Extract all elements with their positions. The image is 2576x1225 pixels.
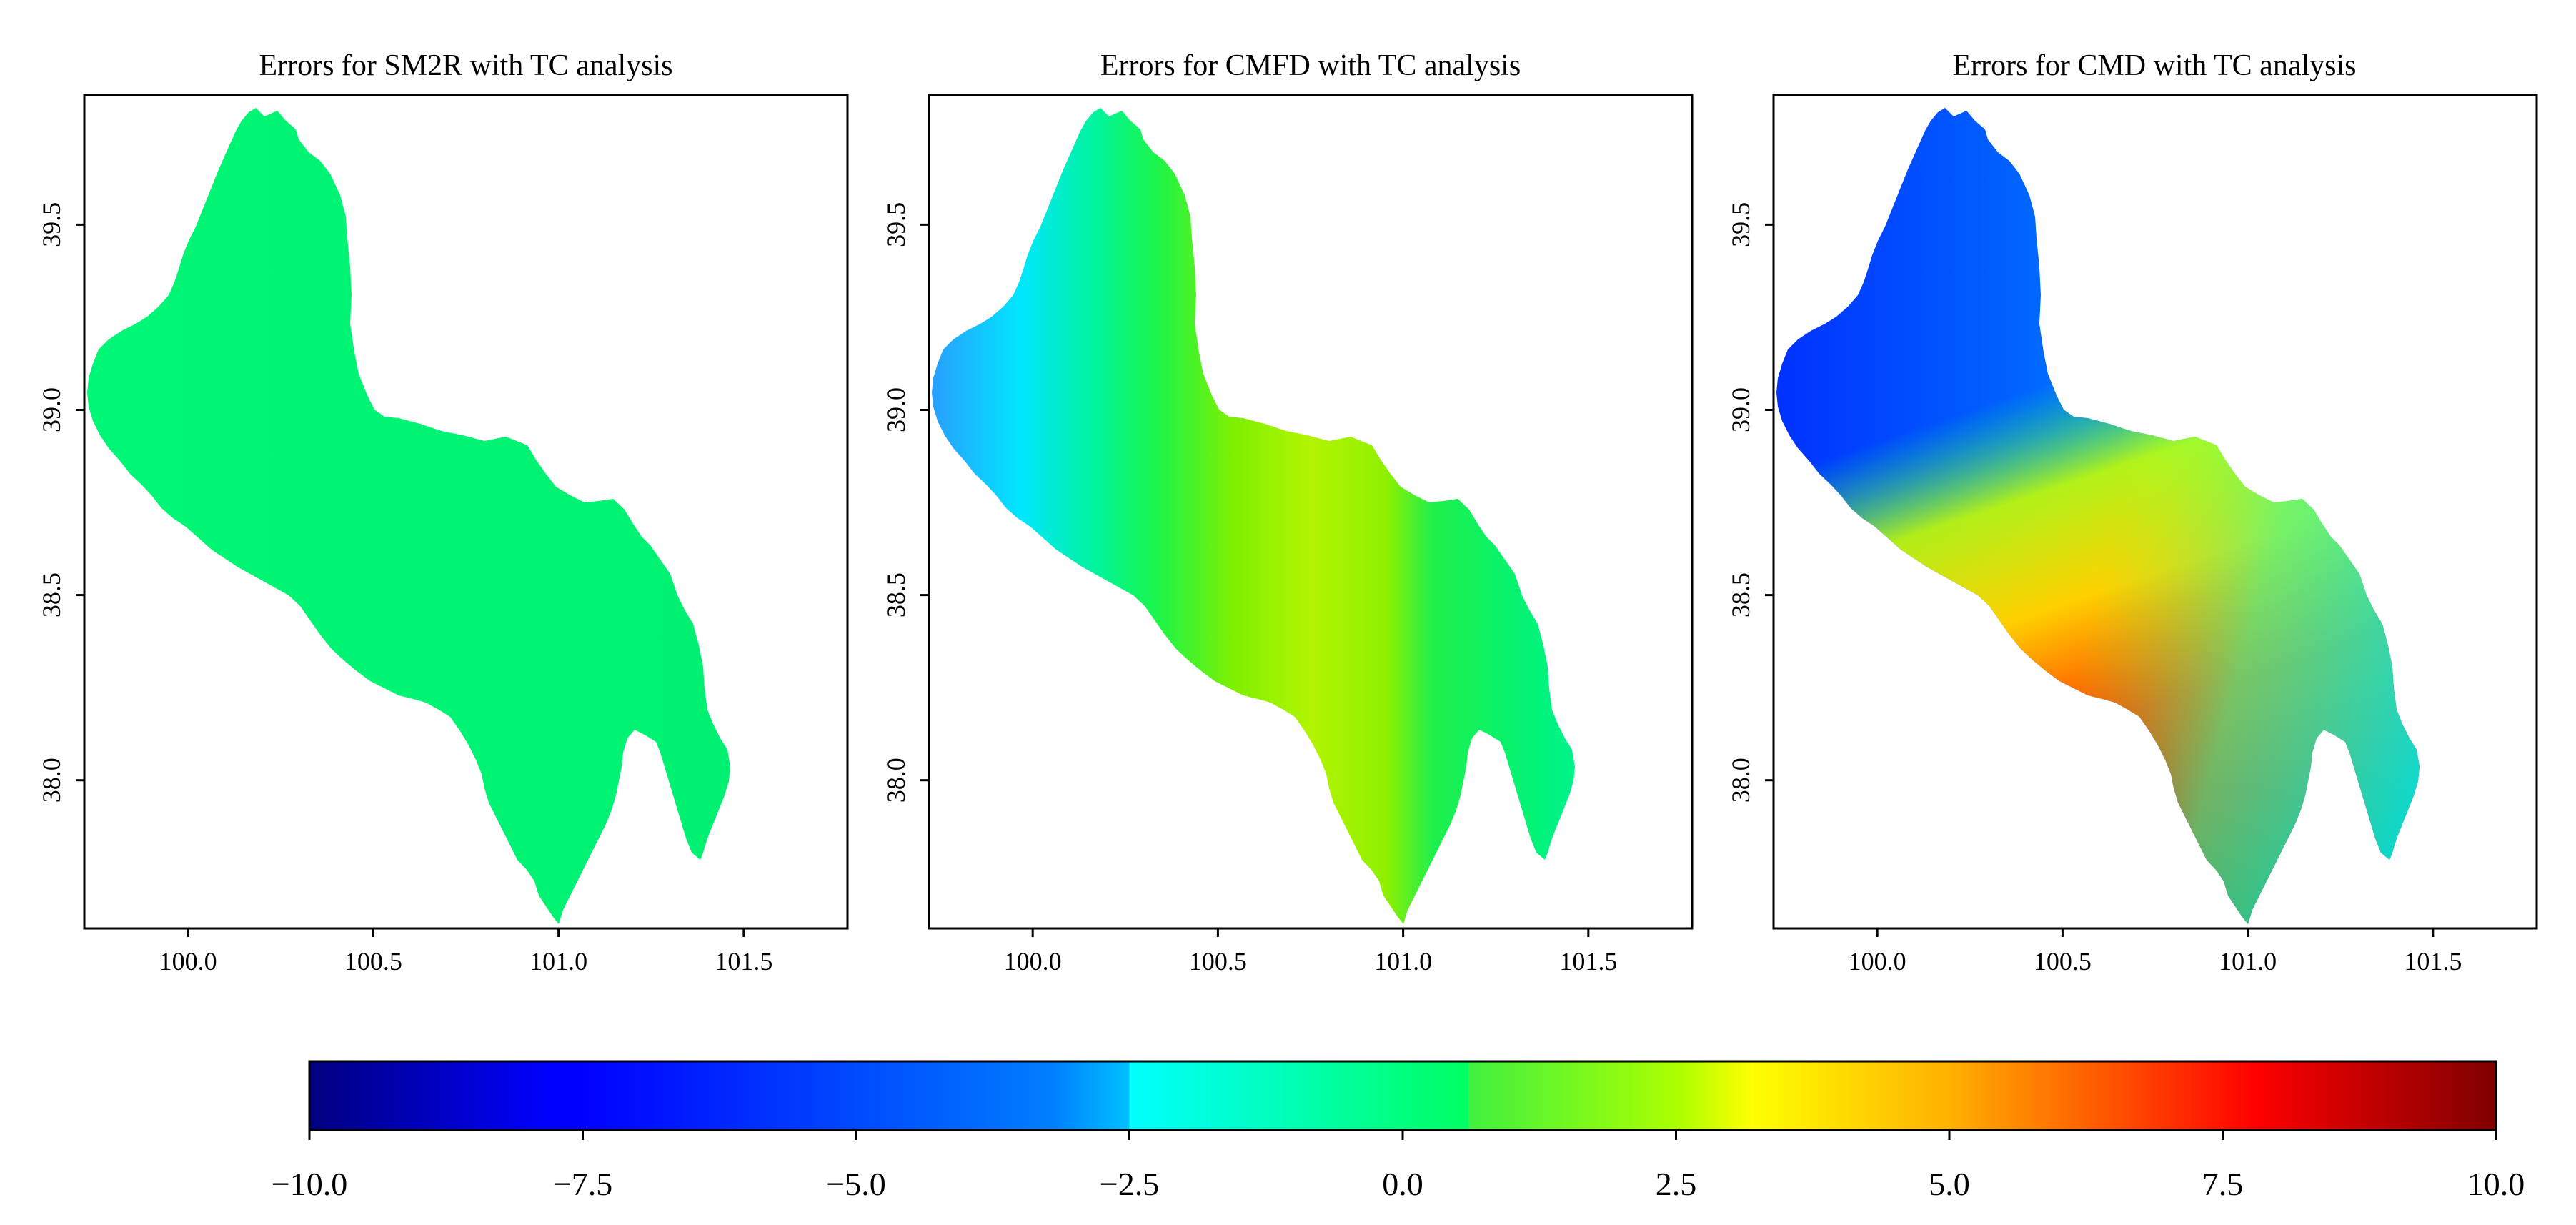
x-tick-label: 100.0 bbox=[1849, 947, 1906, 976]
y-tick-label: 39.5 bbox=[37, 202, 66, 247]
heatmap-field bbox=[932, 108, 1575, 924]
panel-cmd: Errors for CMD with TC analysis 100.0 100… bbox=[1726, 49, 2538, 976]
x-tick-label: 100.5 bbox=[2034, 947, 2092, 976]
x-tick-label: 100.0 bbox=[1004, 947, 1062, 976]
y-tick-label: 38.5 bbox=[37, 572, 66, 618]
x-tick-label: 101.0 bbox=[1374, 947, 1432, 976]
colorbar-tick-label: 2.5 bbox=[1656, 1166, 1697, 1202]
colorbar-tick-label: −5.0 bbox=[826, 1166, 885, 1202]
x-tick-label: 100.5 bbox=[1189, 947, 1247, 976]
y-tick-label: 38.0 bbox=[882, 758, 910, 803]
y-tick-label: 39.5 bbox=[1726, 202, 1755, 247]
colorbar-gradient bbox=[308, 1060, 2497, 1131]
panel-title: Errors for CMD with TC analysis bbox=[1952, 49, 2356, 82]
colorbar-tick-label: 0.0 bbox=[1382, 1166, 1423, 1202]
x-tick-label: 101.5 bbox=[715, 947, 772, 976]
axes-frame bbox=[928, 94, 1694, 930]
panel-title: Errors for SM2R with TC analysis bbox=[259, 49, 672, 82]
axes-frame bbox=[83, 94, 849, 930]
colorbar-tick-label: 5.0 bbox=[1929, 1166, 1970, 1202]
colorbar-tick-label: −7.5 bbox=[553, 1166, 612, 1202]
y-tick-label: 39.5 bbox=[882, 202, 910, 247]
colorbar-tick-label: 7.5 bbox=[2202, 1166, 2244, 1202]
heatmap-field bbox=[87, 108, 730, 924]
panel-cmfd: Errors for CMFD with TC analysis 100.0 10… bbox=[882, 49, 1694, 976]
x-tick-label: 101.0 bbox=[529, 947, 587, 976]
x-tick-label: 101.0 bbox=[2219, 947, 2277, 976]
x-tick-label: 100.5 bbox=[344, 947, 402, 976]
x-tick-label: 101.5 bbox=[2404, 947, 2462, 976]
y-tick-label: 39.0 bbox=[37, 387, 66, 432]
y-tick-label: 39.0 bbox=[882, 387, 910, 432]
axes-frame bbox=[1772, 94, 2538, 930]
panel-sm2r: Errors for SM2R with TC analysis 100.0 10… bbox=[37, 49, 849, 976]
colorbar-tick-label: −10.0 bbox=[272, 1166, 347, 1202]
panel-title: Errors for CMFD with TC analysis bbox=[1100, 49, 1521, 82]
colorbar-tick-label: −2.5 bbox=[1100, 1166, 1159, 1202]
y-tick-label: 38.0 bbox=[37, 758, 66, 803]
heatmap-field bbox=[1776, 108, 2420, 924]
y-tick-label: 38.5 bbox=[882, 572, 910, 618]
y-tick-label: 39.0 bbox=[1726, 387, 1755, 432]
y-tick-label: 38.5 bbox=[1726, 572, 1755, 618]
colorbar: −10.0 −7.5 −5.0 −2.5 0.0 2.5 5.0 7.5 10.0 bbox=[272, 1060, 2525, 1202]
x-tick-label: 101.5 bbox=[1559, 947, 1617, 976]
x-tick-label: 100.0 bbox=[159, 947, 217, 976]
y-tick-label: 38.0 bbox=[1726, 758, 1755, 803]
colorbar-tick-label: 10.0 bbox=[2467, 1166, 2525, 1202]
